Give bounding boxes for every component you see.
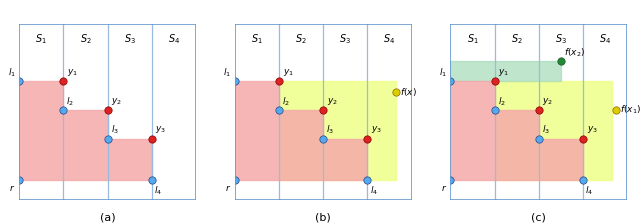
Text: $y_1$: $y_1$ bbox=[67, 67, 78, 78]
Text: $y_2$: $y_2$ bbox=[111, 96, 122, 107]
Text: $l_4$: $l_4$ bbox=[585, 184, 593, 196]
Text: $y_2$: $y_2$ bbox=[542, 96, 554, 107]
Point bbox=[611, 108, 621, 112]
Text: $S_4$: $S_4$ bbox=[383, 32, 396, 46]
Text: (b): (b) bbox=[316, 213, 331, 223]
Point bbox=[534, 137, 544, 140]
Point bbox=[230, 179, 240, 182]
Text: $S_4$: $S_4$ bbox=[168, 32, 180, 46]
Point bbox=[534, 108, 544, 112]
Point bbox=[147, 179, 157, 182]
Text: $S_1$: $S_1$ bbox=[35, 32, 47, 46]
Point bbox=[14, 79, 24, 83]
Point bbox=[556, 59, 566, 63]
Text: $S_2$: $S_2$ bbox=[511, 32, 523, 46]
Text: $l_1$: $l_1$ bbox=[8, 66, 15, 79]
Text: $l_4$: $l_4$ bbox=[154, 184, 162, 196]
Text: $l_3$: $l_3$ bbox=[326, 124, 334, 136]
Point bbox=[147, 137, 157, 140]
Point bbox=[230, 79, 240, 83]
Text: $y_3$: $y_3$ bbox=[586, 124, 598, 136]
Polygon shape bbox=[495, 81, 612, 181]
Text: $r$: $r$ bbox=[441, 183, 447, 193]
Text: $f(x_1)$: $f(x_1)$ bbox=[620, 103, 640, 116]
Point bbox=[318, 108, 328, 112]
Point bbox=[445, 179, 456, 182]
Text: $l_4$: $l_4$ bbox=[369, 184, 378, 196]
Text: $S_1$: $S_1$ bbox=[251, 32, 263, 46]
Point bbox=[274, 79, 284, 83]
Text: (a): (a) bbox=[100, 213, 115, 223]
Text: $y_2$: $y_2$ bbox=[327, 96, 338, 107]
Polygon shape bbox=[451, 81, 583, 181]
Text: $S_2$: $S_2$ bbox=[79, 32, 92, 46]
Point bbox=[391, 90, 401, 94]
Point bbox=[14, 179, 24, 182]
Point bbox=[58, 79, 68, 83]
Text: $S_1$: $S_1$ bbox=[467, 32, 479, 46]
Polygon shape bbox=[451, 61, 561, 81]
Text: $l_2$: $l_2$ bbox=[67, 95, 74, 108]
Text: $y_1$: $y_1$ bbox=[498, 67, 509, 78]
Text: $S_3$: $S_3$ bbox=[124, 32, 136, 46]
Text: $l_3$: $l_3$ bbox=[111, 124, 118, 136]
Point bbox=[578, 179, 588, 182]
Text: $S_2$: $S_2$ bbox=[295, 32, 307, 46]
Point bbox=[102, 137, 113, 140]
Text: $l_2$: $l_2$ bbox=[498, 95, 506, 108]
Text: $f(x)$: $f(x)$ bbox=[399, 86, 417, 98]
Point bbox=[578, 137, 588, 140]
Text: $l_3$: $l_3$ bbox=[542, 124, 550, 136]
Point bbox=[362, 137, 372, 140]
Text: $S_4$: $S_4$ bbox=[599, 32, 611, 46]
Point bbox=[58, 108, 68, 112]
Point bbox=[274, 108, 284, 112]
Point bbox=[102, 108, 113, 112]
Text: $f(x_2)$: $f(x_2)$ bbox=[564, 46, 586, 59]
Text: $y_3$: $y_3$ bbox=[156, 124, 166, 136]
Text: $l_1$: $l_1$ bbox=[439, 66, 447, 79]
Text: $S_3$: $S_3$ bbox=[555, 32, 567, 46]
Polygon shape bbox=[235, 81, 367, 181]
Text: $r$: $r$ bbox=[225, 183, 231, 193]
Text: $y_3$: $y_3$ bbox=[371, 124, 382, 136]
Point bbox=[490, 108, 500, 112]
Text: (c): (c) bbox=[531, 213, 547, 223]
Text: $r$: $r$ bbox=[10, 183, 15, 193]
Point bbox=[318, 137, 328, 140]
Point bbox=[490, 79, 500, 83]
Text: $l_2$: $l_2$ bbox=[282, 95, 290, 108]
Point bbox=[362, 179, 372, 182]
Text: $y_1$: $y_1$ bbox=[282, 67, 294, 78]
Polygon shape bbox=[19, 81, 152, 181]
Text: $l_1$: $l_1$ bbox=[223, 66, 231, 79]
Text: $S_3$: $S_3$ bbox=[339, 32, 351, 46]
Point bbox=[445, 79, 456, 83]
Polygon shape bbox=[279, 81, 396, 181]
